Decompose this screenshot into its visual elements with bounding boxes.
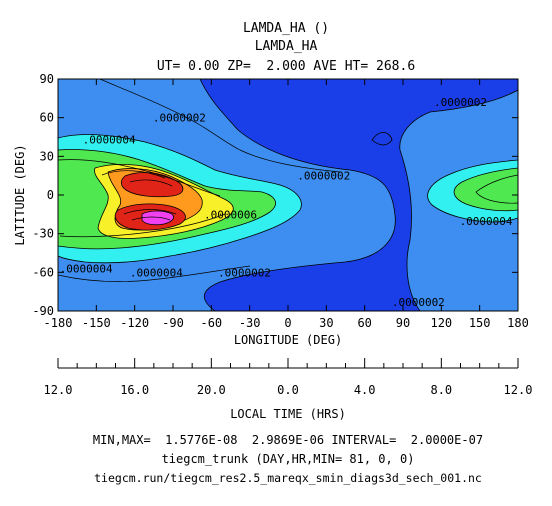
minmax-text: MIN,MAX= 1.5776E-08 2.9869E-06 INTERVAL=… bbox=[93, 433, 483, 447]
contour-fill-lowest-east bbox=[371, 132, 393, 146]
x-axis: -180 -150 -120 -90 -60 -30 0 30 60 90 120 150 180 bbox=[44, 79, 529, 330]
run-info-text: tiegcm_trunk (DAY,HR,MIN= 81, 0, 0) bbox=[162, 452, 415, 466]
x-tick-label: 60 bbox=[357, 316, 371, 330]
contour-label: .0000002 bbox=[153, 112, 206, 125]
x-axis-label: LONGITUDE (DEG) bbox=[234, 333, 342, 347]
x-tick-label: 90 bbox=[396, 316, 410, 330]
contour-fill-magenta bbox=[141, 210, 174, 226]
local-time-tick-label: 12.0 bbox=[504, 383, 533, 397]
x-tick-label: -120 bbox=[120, 316, 149, 330]
contour-lines bbox=[58, 79, 518, 282]
x-tick-label: 150 bbox=[469, 316, 491, 330]
x-tick-label: -150 bbox=[82, 316, 111, 330]
contour-label: .0000006 bbox=[204, 208, 257, 221]
contour-label: .0000004 bbox=[60, 262, 113, 275]
x-tick-label: -60 bbox=[200, 316, 222, 330]
contour-fill-lowest bbox=[199, 79, 518, 311]
x-tick-label: 0 bbox=[284, 316, 291, 330]
x-tick-label: 30 bbox=[319, 316, 333, 330]
x-tick-label: 120 bbox=[430, 316, 452, 330]
contour-label: .0000004 bbox=[460, 215, 513, 228]
x-tick-label: -180 bbox=[44, 316, 73, 330]
y-tick-label: -30 bbox=[32, 227, 54, 241]
y-tick-label: -60 bbox=[32, 265, 54, 279]
local-time-tick-label: 20.0 bbox=[197, 383, 226, 397]
y-tick-label: 30 bbox=[40, 149, 54, 163]
contour-label: .0000002 bbox=[434, 96, 487, 109]
chart-title-3: UT= 0.00 ZP= 2.000 AVE HT= 268.6 bbox=[157, 59, 415, 74]
y-tick-label: 0 bbox=[47, 188, 54, 202]
local-time-axis: 12.0 16.0 20.0 0.0 4.0 8.0 12.0 bbox=[44, 358, 533, 397]
y-axis-label: LATITUDE (DEG) bbox=[13, 144, 27, 245]
x-tick-label: -30 bbox=[239, 316, 261, 330]
local-time-tick-label: 8.0 bbox=[430, 383, 452, 397]
chart-title-1: LAMDA_HA () bbox=[243, 21, 329, 36]
plot-area bbox=[58, 79, 518, 311]
local-time-tick-label: 0.0 bbox=[277, 383, 299, 397]
y-tick-label: 90 bbox=[40, 72, 54, 86]
local-time-label: LOCAL TIME (HRS) bbox=[230, 407, 346, 421]
local-time-tick-label: 4.0 bbox=[354, 383, 376, 397]
chart-title-2: LAMDA_HA bbox=[255, 39, 318, 54]
x-tick-label: -90 bbox=[162, 316, 184, 330]
contour-label: .0000004 bbox=[83, 134, 136, 147]
file-name-text: tiegcm.run/tiegcm_res2.5_mareqx_smin_dia… bbox=[94, 471, 482, 485]
contour-label: .0000002 bbox=[297, 170, 350, 183]
x-tick-label: 180 bbox=[507, 316, 529, 330]
y-tick-label: -90 bbox=[32, 304, 54, 318]
contour-fill-red-upper bbox=[120, 172, 184, 198]
local-time-tick-label: 16.0 bbox=[120, 383, 149, 397]
local-time-tick-label: 12.0 bbox=[44, 383, 73, 397]
y-tick-label: 60 bbox=[40, 111, 54, 125]
contour-label: .0000004 bbox=[130, 266, 183, 279]
contour-labels: .0000004 .0000002 .0000002 .0000002 .0000006… bbox=[60, 96, 513, 309]
contour-label: .0000002 bbox=[392, 296, 445, 309]
y-axis: 90 60 30 0 -30 -60 -90 bbox=[32, 72, 518, 318]
contour-label: .0000002 bbox=[218, 266, 271, 279]
